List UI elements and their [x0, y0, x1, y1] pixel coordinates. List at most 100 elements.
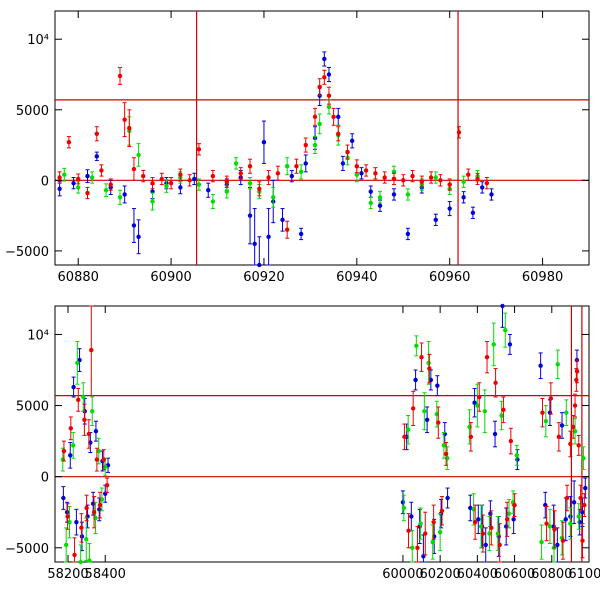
data-point — [196, 147, 202, 152]
data-point — [495, 531, 501, 536]
data-point — [489, 525, 494, 531]
data-point — [86, 431, 92, 437]
data-point — [484, 180, 490, 186]
data-point — [101, 457, 106, 462]
data-point — [581, 455, 586, 461]
data-point — [75, 360, 80, 366]
x-tick-label: 58400 — [85, 567, 126, 582]
x-tick-label: 60880 — [58, 270, 99, 285]
bottom-reference-lines — [55, 306, 589, 562]
x-tick-label: 60940 — [336, 270, 377, 285]
data-point — [284, 164, 290, 169]
data-point — [433, 217, 438, 223]
data-point — [91, 510, 97, 515]
data-point — [257, 186, 262, 191]
data-point — [543, 419, 549, 424]
data-point — [99, 497, 105, 502]
data-point — [117, 73, 123, 79]
data-point — [74, 519, 79, 525]
data-point — [298, 169, 304, 175]
data-point — [508, 438, 514, 444]
data-point — [475, 403, 480, 408]
data-point — [563, 517, 568, 522]
data-point — [441, 443, 447, 448]
y-tick-label: 5000 — [16, 104, 49, 119]
data-point — [150, 180, 155, 186]
data-point — [475, 176, 480, 182]
y-tick-label: 5000 — [16, 400, 49, 415]
data-point — [317, 85, 322, 90]
data-point — [552, 527, 557, 532]
data-point — [503, 327, 508, 333]
data-point — [224, 189, 230, 194]
data-point — [206, 188, 211, 193]
data-point — [568, 521, 573, 526]
data-point — [99, 168, 104, 173]
data-point — [94, 457, 100, 462]
data-point — [178, 172, 183, 177]
data-point — [515, 457, 520, 462]
data-point — [78, 559, 83, 565]
x-tick-label: 60200 — [419, 567, 460, 582]
data-point — [71, 384, 76, 390]
data-point — [266, 175, 271, 180]
x-tick-label: 58200 — [47, 567, 88, 582]
data-point — [359, 171, 364, 176]
data-point — [426, 360, 431, 366]
data-point — [538, 363, 543, 368]
data-point — [391, 176, 397, 182]
data-point — [68, 426, 74, 431]
x-tick-label: 60800 — [531, 567, 572, 582]
data-point — [484, 355, 490, 360]
data-point — [68, 453, 73, 458]
data-point — [555, 542, 560, 548]
data-point — [97, 502, 103, 508]
data-point — [483, 542, 488, 548]
data-point — [196, 182, 202, 187]
data-point — [303, 142, 308, 148]
data-point — [568, 441, 573, 447]
data-point — [103, 188, 109, 193]
data-point — [382, 175, 387, 180]
data-point — [572, 403, 578, 408]
data-point — [428, 175, 434, 180]
data-point — [433, 175, 438, 180]
bottom-data-marks — [60, 303, 588, 565]
data-point — [414, 343, 419, 349]
data-point — [136, 234, 141, 239]
data-point — [322, 75, 327, 80]
data-point — [512, 502, 517, 508]
data-point — [493, 380, 498, 385]
data-point — [122, 117, 127, 122]
data-point — [424, 417, 430, 422]
data-point — [66, 140, 72, 145]
x-tick-label: 60000 — [382, 567, 423, 582]
data-point — [477, 394, 482, 400]
data-point — [336, 131, 341, 136]
series-1 — [57, 51, 494, 268]
data-point — [470, 210, 476, 215]
data-point — [377, 195, 383, 200]
data-point — [504, 517, 510, 522]
data-point — [574, 369, 580, 374]
data-point — [298, 231, 304, 237]
data-point — [252, 241, 257, 247]
data-point — [405, 192, 411, 197]
data-point — [468, 505, 473, 511]
data-point — [419, 179, 425, 184]
data-point — [574, 377, 579, 383]
data-point — [247, 164, 253, 169]
data-point — [108, 182, 113, 187]
data-point — [354, 164, 360, 169]
data-point — [72, 552, 77, 558]
data-point — [94, 154, 99, 159]
data-point — [168, 180, 174, 186]
data-point — [487, 531, 492, 536]
x-tick-label: 60400 — [457, 567, 498, 582]
data-point — [363, 168, 369, 173]
data-point — [436, 420, 441, 425]
data-point — [178, 185, 183, 190]
data-point — [96, 448, 101, 454]
data-point — [61, 448, 67, 454]
